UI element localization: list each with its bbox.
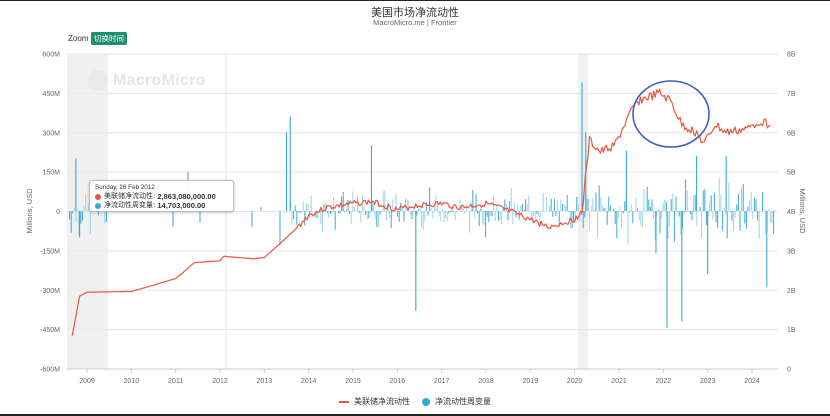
svg-text:2018: 2018 xyxy=(478,378,494,385)
blue-dot-icon xyxy=(95,202,101,209)
svg-text:2010: 2010 xyxy=(124,378,140,385)
svg-text:2017: 2017 xyxy=(434,378,450,385)
highlight-ellipse xyxy=(632,80,710,148)
legend-label: 净流动性周变量 xyxy=(435,397,491,406)
svg-text:2024: 2024 xyxy=(744,378,760,385)
svg-text:3B: 3B xyxy=(787,248,796,255)
svg-text:300M: 300M xyxy=(42,130,60,137)
top-border xyxy=(0,0,830,1)
red-dot-icon xyxy=(95,193,101,200)
chart-subtitle: MacroMicro.me | Frontier xyxy=(373,18,457,27)
zoom-label: Zoom xyxy=(68,34,89,43)
svg-text:2013: 2013 xyxy=(257,378,273,385)
svg-text:450M: 450M xyxy=(42,91,60,98)
svg-text:2016: 2016 xyxy=(390,378,406,385)
svg-text:5B: 5B xyxy=(787,170,796,177)
bottom-border xyxy=(0,414,830,416)
svg-text:6B: 6B xyxy=(787,130,796,137)
svg-text:2022: 2022 xyxy=(656,378,672,385)
svg-text:150M: 150M xyxy=(42,170,60,177)
svg-text:-600M: -600M xyxy=(40,367,60,374)
tooltip: Sunday, 26 Feb 2012 美联储净流动性: 2,863,080,0… xyxy=(89,180,234,212)
svg-text:2012: 2012 xyxy=(212,378,228,385)
svg-text:2015: 2015 xyxy=(345,378,361,385)
svg-text:2B: 2B xyxy=(787,288,796,295)
circle-marker-icon xyxy=(422,397,430,406)
net-liquidity-line xyxy=(71,88,771,336)
svg-text:7B: 7B xyxy=(787,91,796,98)
line-marker-icon xyxy=(339,400,349,403)
tooltip-row-weekly-change: 净流动性周变量: 14,703,000.00 xyxy=(95,201,228,210)
switch-time-button[interactable]: 切换时间 xyxy=(91,32,127,45)
watermark-text: MacroMicro xyxy=(113,71,206,89)
legend-item-net-liquidity[interactable]: 美联储净流动性 xyxy=(339,396,410,407)
svg-text:4B: 4B xyxy=(787,209,796,216)
legend-label: 美联储净流动性 xyxy=(354,397,410,406)
legend: 美联储净流动性 净流动性周变量 xyxy=(0,396,830,407)
tooltip-row-net-liquidity: 美联储净流动性: 2,863,080,000.00 xyxy=(95,192,228,201)
tooltip-value: 14,703,000.00 xyxy=(157,201,206,210)
svg-text:2014: 2014 xyxy=(301,378,317,385)
svg-text:-150M: -150M xyxy=(40,248,60,255)
svg-text:2023: 2023 xyxy=(700,378,716,385)
svg-text:8B: 8B xyxy=(787,52,796,59)
legend-item-weekly-change[interactable]: 净流动性周变量 xyxy=(422,396,491,407)
chart-title: 美国市场净流动性 xyxy=(371,6,459,19)
left-axis-title: Millions, USD xyxy=(25,188,34,234)
tooltip-series-name: 美联储净流动性: xyxy=(104,192,156,200)
svg-text:2021: 2021 xyxy=(611,378,627,385)
svg-text:2019: 2019 xyxy=(523,378,539,385)
svg-text:2011: 2011 xyxy=(168,378,183,385)
svg-text:-450M: -450M xyxy=(40,327,60,334)
svg-text:0: 0 xyxy=(787,367,791,374)
tooltip-series-name: 净流动性周变量: xyxy=(104,201,156,209)
axis-ticks: 600M 8B 450M 7B 300M 6B 150M 5B 0 4B -150M 3B -300M 2… xyxy=(40,52,796,386)
svg-text:1B: 1B xyxy=(787,327,796,334)
svg-text:2009: 2009 xyxy=(79,378,95,385)
right-axis-title: Millions, USD xyxy=(798,188,807,234)
svg-text:-300M: -300M xyxy=(40,288,60,295)
svg-text:0: 0 xyxy=(56,209,60,216)
weekly-change-bars xyxy=(67,82,776,328)
tooltip-date: Sunday, 26 Feb 2012 xyxy=(95,184,155,191)
svg-text:2020: 2020 xyxy=(567,378,583,385)
svg-text:600M: 600M xyxy=(42,52,60,59)
tooltip-value: 2,863,080,000.00 xyxy=(157,192,216,201)
